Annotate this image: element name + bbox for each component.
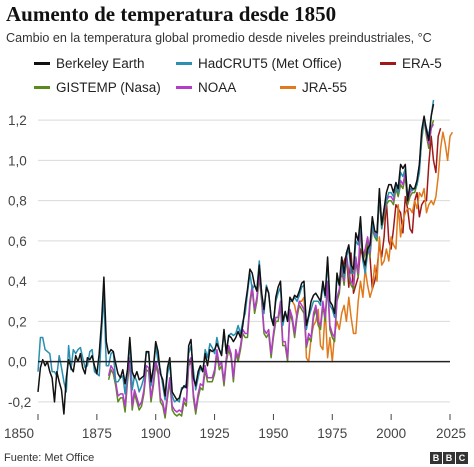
chart-subtitle: Cambio en la temperatura global promedio…	[6, 31, 432, 45]
legend-item-hadcrut5: HadCRUT5 (Met Office)	[176, 56, 342, 71]
logo-letter: B	[430, 452, 442, 464]
y-tick-label: 0,4	[8, 274, 27, 289]
logo-letter: C	[456, 452, 468, 464]
legend-label: GISTEMP (Nasa)	[56, 80, 161, 95]
y-tick-label: 0,0	[8, 355, 27, 370]
legend-swatch	[380, 62, 396, 65]
legend-label: HadCRUT5 (Met Office)	[198, 56, 342, 71]
source-note: Fuente: Met Office	[4, 452, 95, 464]
legend-label: Berkeley Earth	[56, 56, 145, 71]
x-tick-label: 1925	[200, 426, 230, 441]
x-tick-label: 2000	[376, 426, 406, 441]
x-tick-label: 2025	[436, 426, 466, 441]
x-tick-label: 1875	[82, 426, 112, 441]
legend-swatch	[34, 86, 50, 89]
legend-item-gistemp: GISTEMP (Nasa)	[34, 80, 161, 95]
chart-title: Aumento de temperatura desde 1850	[6, 2, 337, 26]
legend-swatch	[176, 62, 192, 65]
series-line-gistemp-nasa	[107, 119, 435, 419]
y-tick-label: 0,2	[8, 314, 27, 329]
y-tick-label: 0,8	[8, 194, 27, 209]
legend-item-jra55: JRA-55	[280, 80, 347, 95]
x-axis: 1850 1875 1900 1925 1950 1975 2000 2025	[4, 414, 466, 441]
x-tick-label: 1850	[4, 426, 34, 441]
x-tick-label: 1975	[317, 426, 347, 441]
legend-item-era5: ERA-5	[380, 56, 442, 71]
y-axis: -0,2 0,0 0,2 0,4 0,6 0,8 1,0 1,2	[8, 113, 31, 410]
y-tick-label: 1,0	[8, 153, 27, 168]
legend-item-noaa: NOAA	[176, 80, 236, 95]
y-tick-label: -0,2	[8, 395, 31, 410]
legend-label: JRA-55	[302, 80, 348, 95]
legend-swatch	[176, 86, 192, 89]
legend-swatch	[34, 62, 50, 65]
legend-item-berkeley: Berkeley Earth	[34, 56, 145, 71]
legend-label: ERA-5	[402, 56, 442, 71]
y-tick-label: 1,2	[8, 113, 27, 128]
legend-swatch	[280, 86, 296, 89]
y-tick-label: 0,6	[8, 234, 27, 249]
bbc-logo: B B C	[430, 452, 468, 464]
series-line-berkeley-earth	[37, 103, 435, 415]
chart-series	[37, 99, 454, 419]
legend-label: NOAA	[198, 80, 237, 95]
x-tick-label: 1900	[141, 426, 171, 441]
logo-letter: B	[443, 452, 455, 464]
x-tick-label: 1950	[258, 426, 288, 441]
